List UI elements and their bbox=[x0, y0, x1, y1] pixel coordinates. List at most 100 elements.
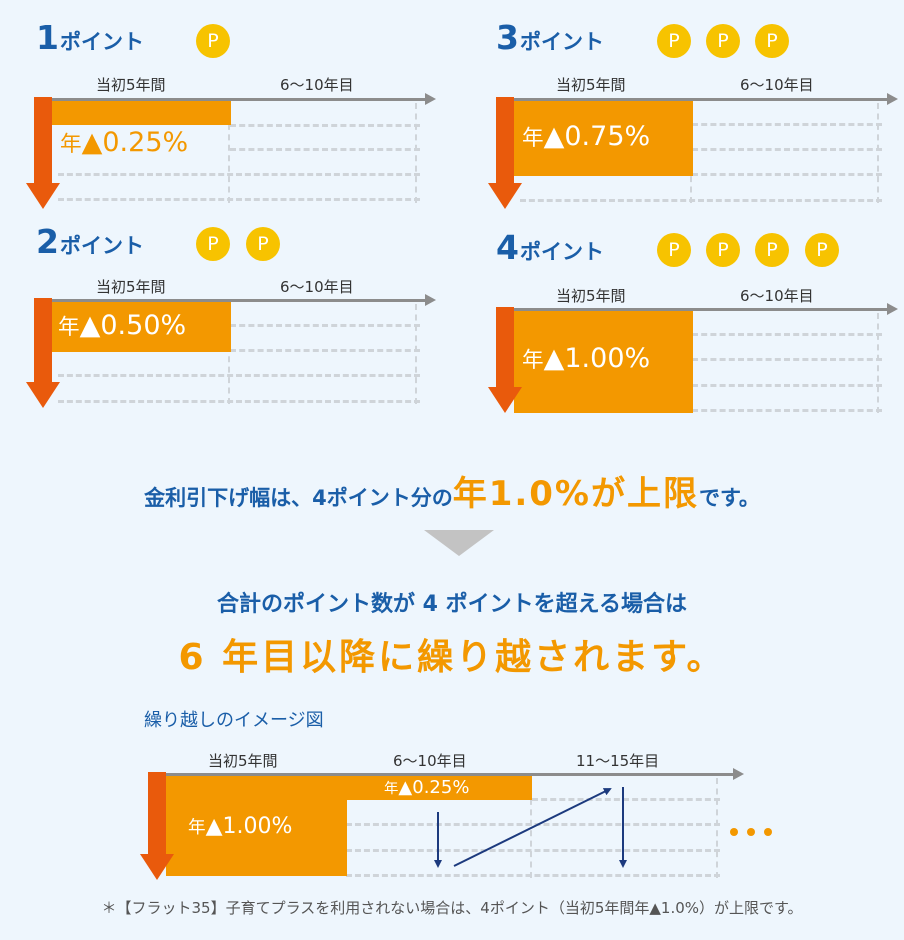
grid-line bbox=[532, 798, 720, 801]
grid-line bbox=[692, 333, 882, 336]
limit-highlight: 年1.0%が上限 bbox=[452, 474, 699, 514]
point-coin-icon: P bbox=[657, 24, 691, 58]
rate-prefix: 年 bbox=[60, 132, 82, 157]
down-arrow-icon bbox=[34, 298, 52, 384]
continuation-dots-icon bbox=[730, 821, 781, 840]
rate-value: ▲0.50% bbox=[79, 310, 187, 341]
rate-value: ▲0.25% bbox=[81, 127, 189, 158]
points-number: 1 bbox=[36, 18, 59, 57]
limit-text-end: です。 bbox=[699, 486, 760, 510]
points-suffix: ポイント bbox=[519, 240, 604, 264]
panel-title: 1ポイント bbox=[36, 18, 144, 57]
axis-arrow-icon bbox=[887, 303, 898, 315]
rate-value: ▲1.00% bbox=[205, 814, 293, 839]
grid-line bbox=[692, 358, 882, 361]
rate-prefix: 年 bbox=[522, 348, 544, 373]
limit-text: 金利引下げ幅は、4ポイント分の bbox=[144, 486, 453, 510]
col-11-15-label: 11〜15年目 bbox=[576, 752, 660, 770]
points-number: 4 bbox=[496, 228, 519, 267]
points-suffix: ポイント bbox=[519, 30, 604, 54]
point-coin-icon: P bbox=[706, 24, 740, 58]
rate-value: ▲0.25% bbox=[398, 777, 470, 798]
down-arrow-icon bbox=[148, 772, 166, 856]
down-triangle-icon bbox=[424, 530, 494, 556]
grid-line bbox=[230, 148, 420, 151]
point-coin-icon: P bbox=[706, 233, 740, 267]
down-arrow-head-icon bbox=[488, 387, 522, 413]
rate-label: 年▲0.25% bbox=[60, 127, 188, 158]
timeline-axis bbox=[34, 98, 426, 101]
grid-line bbox=[877, 103, 879, 203]
grid-line bbox=[716, 778, 718, 878]
grid-line bbox=[58, 198, 420, 201]
grid-line bbox=[58, 400, 420, 403]
diagram-title: 繰り越しのイメージ図 bbox=[144, 710, 324, 731]
down-arrow-head-icon bbox=[26, 382, 60, 408]
col-later-label: 6〜10年目 bbox=[280, 278, 354, 296]
rate-label: 年▲0.50% bbox=[58, 310, 186, 341]
grid-line bbox=[58, 374, 420, 377]
col-later-label: 6〜10年目 bbox=[740, 287, 814, 305]
col-later-label: 6〜10年目 bbox=[740, 76, 814, 94]
points-number: 2 bbox=[36, 222, 59, 261]
point-coin-icon: P bbox=[246, 227, 280, 261]
rate-prefix: 年 bbox=[188, 818, 206, 838]
grid-line bbox=[230, 324, 420, 327]
rate-prefix: 年 bbox=[58, 315, 80, 340]
timeline-axis bbox=[148, 773, 734, 776]
col-initial-label: 当初5年間 bbox=[96, 278, 166, 296]
rate-label: 年▲0.75% bbox=[522, 121, 650, 152]
down-arrow-head-icon bbox=[488, 183, 522, 209]
col-initial-label: 当初5年間 bbox=[96, 76, 166, 94]
footnote: ＊【フラット35】子育てプラスを利用されない場合は、4ポイント（当初5年間年▲1… bbox=[101, 899, 803, 917]
rate-label-carry: 年▲0.25% bbox=[384, 777, 469, 798]
grid-line bbox=[692, 409, 882, 412]
col-later-label: 6〜10年目 bbox=[280, 76, 354, 94]
grid-line bbox=[230, 124, 420, 127]
axis-arrow-icon bbox=[733, 768, 744, 780]
down-arrow-icon bbox=[496, 97, 514, 185]
point-coin-icon: P bbox=[805, 233, 839, 267]
point-coin-icon: P bbox=[196, 227, 230, 261]
grid-line bbox=[346, 849, 720, 852]
points-number: 3 bbox=[496, 18, 519, 57]
grid-line bbox=[520, 199, 882, 202]
grid-line bbox=[692, 173, 882, 176]
panel-title: 2ポイント bbox=[36, 222, 144, 261]
rate-label-main: 年▲1.00% bbox=[188, 814, 292, 839]
grid-line bbox=[877, 313, 879, 413]
rate-value: ▲1.00% bbox=[543, 343, 651, 374]
grid-line bbox=[228, 304, 230, 404]
point-coin-icon: P bbox=[755, 24, 789, 58]
col-initial-label: 当初5年間 bbox=[556, 287, 626, 305]
grid-line bbox=[692, 123, 882, 126]
discount-bar-carryover bbox=[346, 776, 532, 800]
discount-bar bbox=[514, 101, 693, 176]
grid-line bbox=[692, 148, 882, 151]
grid-line bbox=[415, 103, 417, 203]
grid-line bbox=[346, 874, 720, 877]
col-6-10-label: 6〜10年目 bbox=[393, 752, 467, 770]
discount-bar-initial bbox=[166, 776, 347, 876]
rate-prefix: 年 bbox=[522, 126, 544, 151]
grid-line bbox=[346, 823, 720, 826]
rate-label: 年▲1.00% bbox=[522, 343, 650, 374]
grid-line bbox=[692, 384, 882, 387]
timeline-axis bbox=[34, 299, 426, 302]
discount-bar bbox=[514, 311, 693, 413]
points-suffix: ポイント bbox=[59, 30, 144, 54]
axis-arrow-icon bbox=[425, 93, 436, 105]
grid-line bbox=[58, 173, 420, 176]
down-arrow-head-icon bbox=[26, 183, 60, 209]
points-suffix: ポイント bbox=[59, 234, 144, 258]
down-arrow-head-icon bbox=[140, 854, 174, 880]
timeline-axis bbox=[496, 308, 888, 311]
col-initial-label: 当初5年間 bbox=[208, 752, 278, 770]
point-coin-icon: P bbox=[657, 233, 691, 267]
panel-title: 4ポイント bbox=[496, 228, 604, 267]
carryover-condition: 合計のポイント数が 4 ポイントを超える場合は bbox=[217, 592, 687, 617]
col-initial-label: 当初5年間 bbox=[556, 76, 626, 94]
down-arrow-icon bbox=[34, 97, 52, 185]
rate-prefix: 年 bbox=[384, 781, 399, 797]
